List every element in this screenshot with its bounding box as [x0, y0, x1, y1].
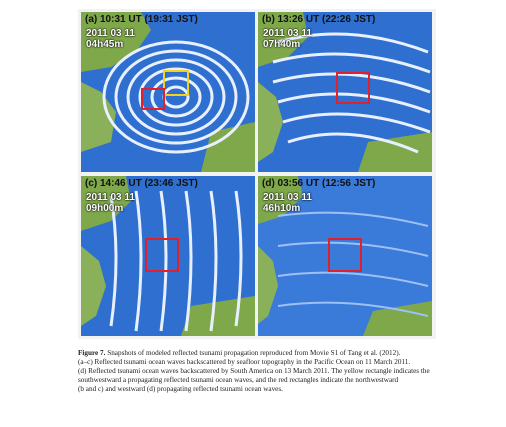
- panel-d-elapsed: 46h10m: [263, 203, 301, 214]
- panel-b-timestamp: 2011 03 11 07h40m: [263, 28, 312, 50]
- caption-line-1: Figure 7. Snapshots of modeled reflected…: [78, 349, 438, 358]
- panel-d-date: 2011 03 11: [263, 192, 312, 203]
- panel-a-title: (a) 10:31 UT (19:31 JST): [85, 14, 198, 25]
- panel-b: (b) 13:26 UT (22:26 JST) 2011 03 11 07h4…: [258, 12, 432, 172]
- panel-a-timestamp: 2011 03 11 04h45m: [86, 28, 135, 50]
- panel-d-title: (d) 03:56 UT (12:56 JST): [262, 178, 376, 189]
- panel-b-elapsed: 07h40m: [263, 39, 301, 50]
- panel-b-date: 2011 03 11: [263, 28, 312, 39]
- panel-b-title: (b) 13:26 UT (22:26 JST): [262, 14, 376, 25]
- panel-c: (c) 14:46 UT (23:46 JST) 2011 03 11 09h0…: [81, 176, 255, 336]
- caption-text: Snapshots of modeled reflected tsunami p…: [107, 349, 401, 357]
- yellow-rectangle: [163, 70, 189, 96]
- figure-caption: Figure 7. Snapshots of modeled reflected…: [78, 349, 438, 394]
- panel-c-elapsed: 09h00m: [86, 203, 124, 214]
- panel-d-timestamp: 2011 03 11 46h10m: [263, 192, 312, 214]
- panel-a-map: [81, 12, 255, 172]
- caption-line-5: (b and c) and westward (d) propagating r…: [78, 385, 283, 393]
- caption-line-2: (a–c) Reflected tsunami ocean waves back…: [78, 358, 411, 366]
- panel-d-map: [258, 176, 432, 336]
- panel-d: (d) 03:56 UT (12:56 JST) 2011 03 11 46h1…: [258, 176, 432, 336]
- panel-c-title: (c) 14:46 UT (23:46 JST): [85, 178, 198, 189]
- panel-a-date: 2011 03 11: [86, 28, 135, 39]
- panel-a: (a) 10:31 UT (19:31 JST) 2011 03 11 04h4…: [81, 12, 255, 172]
- caption-line-4: southwestward a propagating reflected ts…: [78, 376, 399, 384]
- panel-d-red-rectangle: [328, 238, 362, 272]
- panel-b-map: [258, 12, 432, 172]
- panel-c-map: [81, 176, 255, 336]
- panel-c-date: 2011 03 11: [86, 192, 135, 203]
- figure: (a) 10:31 UT (19:31 JST) 2011 03 11 04h4…: [78, 9, 436, 339]
- caption-label: Figure 7.: [78, 349, 106, 357]
- panel-a-elapsed: 04h45m: [86, 39, 124, 50]
- caption-line-3: (d) Reflected tsunami ocean waves backsc…: [78, 367, 430, 375]
- panel-b-red-rectangle: [336, 72, 370, 104]
- panel-c-timestamp: 2011 03 11 09h00m: [86, 192, 135, 214]
- panel-a-red-rectangle: [141, 88, 165, 110]
- panel-c-red-rectangle: [145, 238, 179, 272]
